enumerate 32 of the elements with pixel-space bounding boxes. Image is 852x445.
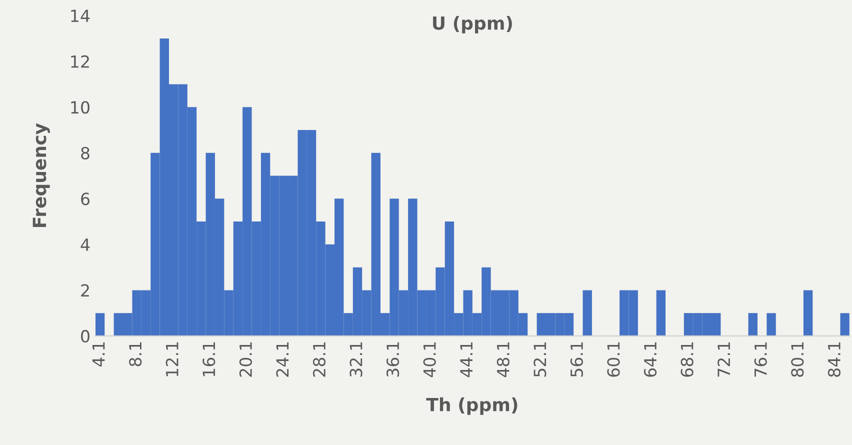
x-tick-label: 48.1	[496, 342, 510, 378]
x-tick-label: 12.1	[166, 342, 178, 376]
x-tick-label: 32.1	[350, 342, 362, 377]
y-tick-label: 2	[81, 284, 89, 297]
x-tick-label: 68.1	[680, 342, 694, 377]
x-tick-label: 36.1	[386, 342, 400, 377]
y-axis-title: Frequency	[32, 123, 50, 227]
x-tick-label: 4.1	[92, 342, 105, 367]
x-tick-label: 20.1	[239, 342, 252, 377]
x-tick-label: 28.1	[312, 342, 326, 377]
x-tick-label: 44.1	[460, 342, 472, 378]
x-tick-label: 16.1	[202, 342, 216, 376]
y-tick-label: 6	[81, 192, 90, 206]
y-tick-label: 10	[71, 101, 90, 114]
x-tick-label: 52.1	[534, 342, 546, 377]
x-tick-label: 40.1	[423, 342, 436, 378]
x-tick-label: 84.1	[828, 342, 840, 377]
x-tick-label: 72.1	[718, 342, 730, 377]
x-tick-label: 60.1	[607, 342, 620, 377]
x-tick-label: 80.1	[791, 342, 804, 377]
x-tick-label: 76.1	[754, 342, 767, 377]
x-tick-label: 56.1	[570, 342, 584, 377]
x-tick-label: 8.1	[129, 342, 142, 366]
chart-title: U (ppm)	[433, 16, 512, 34]
y-tick-label: 8	[81, 146, 90, 160]
y-tick-label: 12	[71, 55, 89, 68]
y-tick-label: 4	[80, 238, 90, 251]
y-tick-label: 14	[71, 10, 90, 22]
y-tick-label: 0	[81, 330, 90, 343]
x-axis-title: Th (ppm)	[426, 397, 518, 415]
x-tick-label: 24.1	[276, 342, 289, 377]
x-tick-label: 64.1	[644, 342, 657, 377]
